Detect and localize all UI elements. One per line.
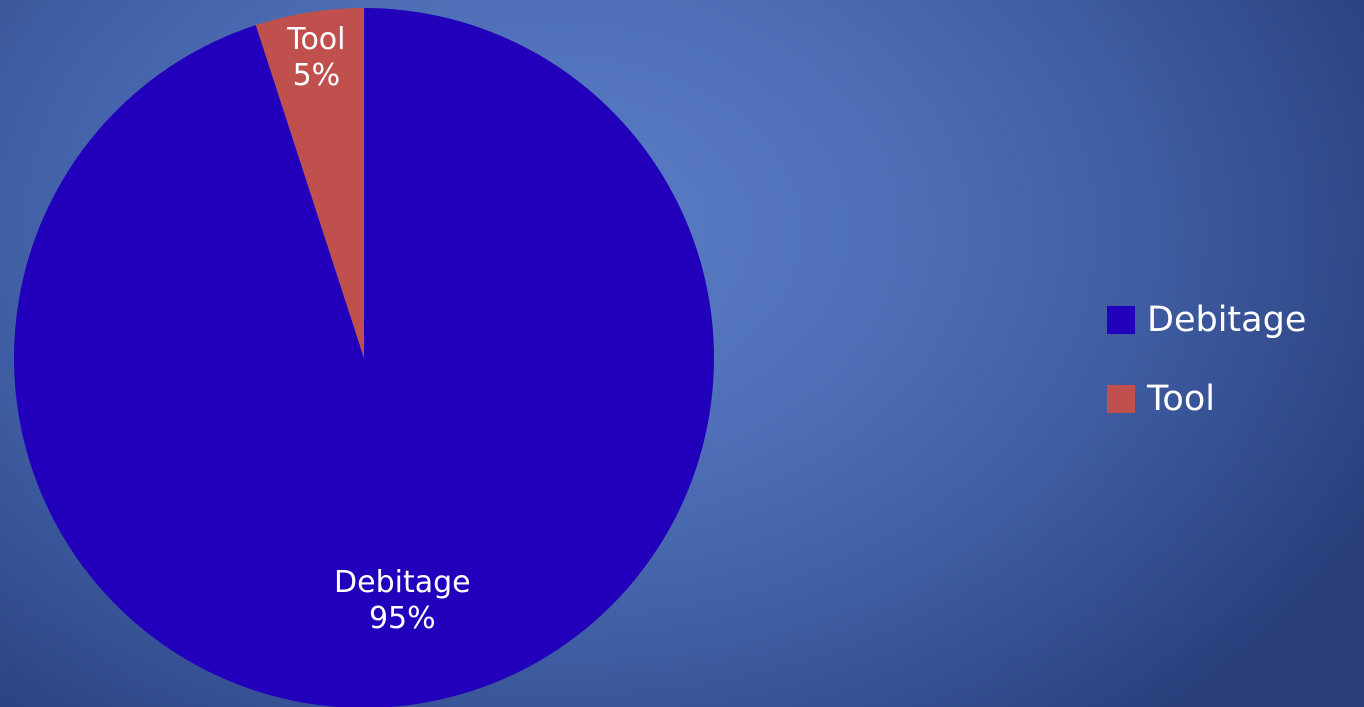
data-label-category-tool: Tool — [286, 22, 345, 57]
legend-item-tool: Tool — [1107, 374, 1306, 424]
legend-swatch-tool — [1107, 385, 1135, 413]
pie-slice-tool — [255, 8, 364, 358]
pie-data-labels: Debitage 95% Tool 5% — [286, 22, 470, 636]
chart-legend: Debitage Tool — [1107, 295, 1306, 453]
legend-item-debitage: Debitage — [1107, 295, 1306, 345]
data-label-category-debitage: Debitage — [334, 565, 471, 600]
data-label-debitage: Debitage 95% — [334, 565, 471, 636]
data-label-tool: Tool 5% — [286, 22, 345, 93]
legend-label-tool: Tool — [1147, 379, 1215, 419]
data-label-value-debitage: 95% — [369, 601, 436, 636]
legend-swatch-debitage — [1107, 306, 1135, 334]
data-label-value-tool: 5% — [293, 58, 341, 93]
pie-slice-debitage — [14, 8, 714, 707]
legend-label-debitage: Debitage — [1147, 300, 1307, 340]
pie-slices — [14, 8, 714, 707]
